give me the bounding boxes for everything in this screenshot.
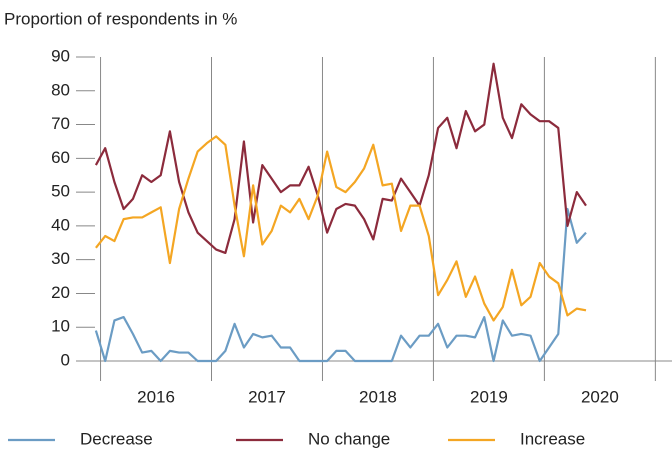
y-tick-label: 20 (51, 283, 70, 302)
y-tick-label: 60 (51, 148, 70, 167)
y-tick-label: 70 (51, 114, 70, 133)
x-tick-label: 2020 (581, 387, 619, 406)
x-tick-label: 2017 (248, 387, 286, 406)
axis-title: Proportion of respondents in % (4, 9, 237, 28)
y-tick-label: 80 (51, 80, 70, 99)
x-tick-label: 2016 (137, 387, 175, 406)
y-tick-label: 40 (51, 215, 70, 234)
legend-label: Decrease (80, 429, 153, 448)
x-tick-label: 2019 (470, 387, 508, 406)
y-tick-label: 30 (51, 249, 70, 268)
y-tick-label: 0 (61, 350, 70, 369)
y-tick-label: 90 (51, 46, 70, 65)
series-line (95, 135, 587, 322)
legend-label: Increase (520, 429, 585, 448)
y-tick-label: 10 (51, 317, 70, 336)
x-tick-label: 2018 (359, 387, 397, 406)
y-tick-label: 50 (51, 182, 70, 201)
legend-label: No change (308, 429, 390, 448)
series-line (94, 62, 587, 255)
series-line (94, 207, 587, 363)
